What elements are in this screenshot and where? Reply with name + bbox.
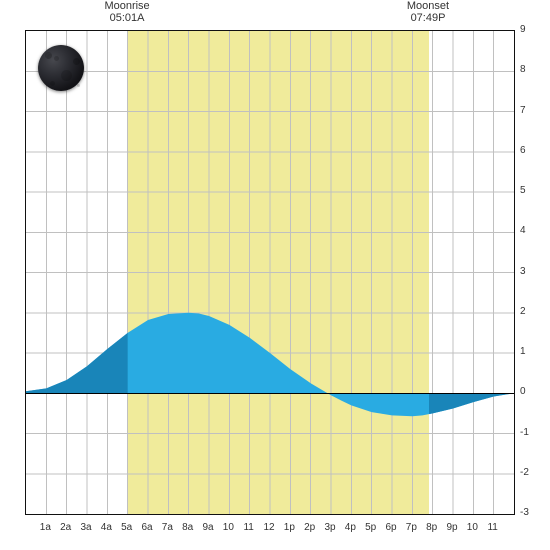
y-tick-label: 4 — [520, 226, 540, 236]
x-tick-label: 9a — [198, 522, 218, 533]
y-tick-label: 7 — [520, 106, 540, 116]
x-tick-label: 7p — [401, 522, 421, 533]
x-tick-label: 1p — [279, 522, 299, 533]
x-tick-label: 5p — [361, 522, 381, 533]
moonrise-time: 05:01A — [97, 12, 157, 24]
x-tick-label: 2p — [300, 522, 320, 533]
y-tick-label: 8 — [520, 65, 540, 75]
new-moon-icon — [38, 45, 84, 91]
x-tick-label: 8p — [422, 522, 442, 533]
x-tick-label: 6p — [381, 522, 401, 533]
tide-chart-container: Moonrise 05:01A Moonset 07:49P 1a2a3a4a5… — [0, 0, 550, 550]
moonrise-label: Moonrise 05:01A — [97, 0, 157, 24]
moonrise-title: Moonrise — [97, 0, 157, 12]
x-tick-label: 12 — [259, 522, 279, 533]
y-tick-label: 2 — [520, 307, 540, 317]
y-tick-label: 0 — [520, 387, 540, 397]
x-tick-label: 11 — [239, 522, 259, 533]
y-tick-label: -1 — [520, 428, 540, 438]
x-tick-label: 11 — [483, 522, 503, 533]
plot-svg — [26, 31, 514, 514]
x-tick-label: 9p — [442, 522, 462, 533]
y-axis-labels: -3-2-10123456789 — [520, 30, 540, 515]
x-tick-label: 4a — [96, 522, 116, 533]
y-tick-label: 3 — [520, 267, 540, 277]
y-tick-label: 5 — [520, 186, 540, 196]
x-tick-label: 1a — [35, 522, 55, 533]
x-tick-label: 3a — [76, 522, 96, 533]
x-tick-label: 2a — [56, 522, 76, 533]
y-tick-label: 1 — [520, 347, 540, 357]
moonset-time: 07:49P — [398, 12, 458, 24]
plot-area — [25, 30, 515, 515]
y-tick-label: -2 — [520, 468, 540, 478]
moonset-label: Moonset 07:49P — [398, 0, 458, 24]
x-tick-label: 6a — [137, 522, 157, 533]
x-tick-label: 8a — [178, 522, 198, 533]
y-tick-label: -3 — [520, 508, 540, 518]
x-tick-label: 4p — [340, 522, 360, 533]
x-tick-label: 7a — [157, 522, 177, 533]
x-tick-label: 3p — [320, 522, 340, 533]
y-tick-label: 9 — [520, 25, 540, 35]
y-tick-label: 6 — [520, 146, 540, 156]
x-tick-label: 5a — [117, 522, 137, 533]
moonset-title: Moonset — [398, 0, 458, 12]
x-tick-label: 10 — [462, 522, 482, 533]
x-tick-label: 10 — [218, 522, 238, 533]
